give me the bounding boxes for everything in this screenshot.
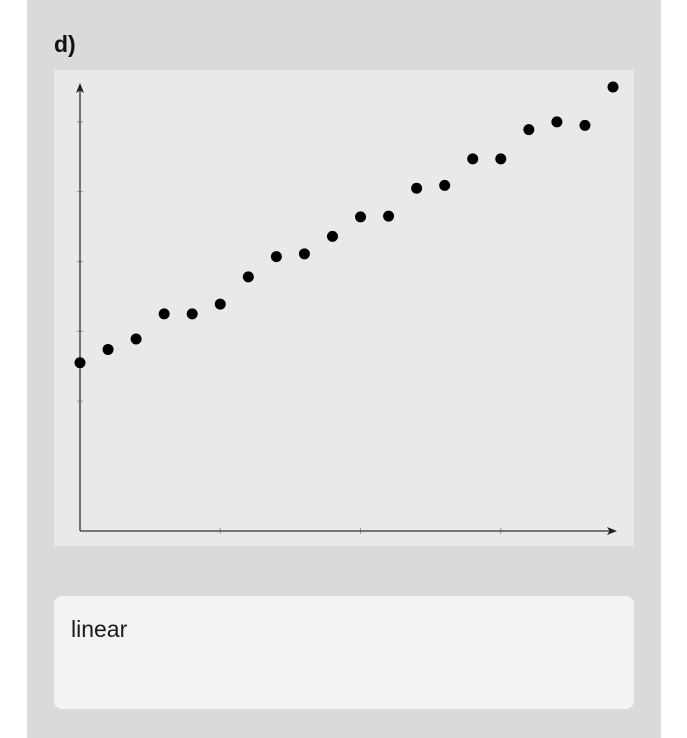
data-point [130,333,142,345]
data-point [74,357,86,369]
data-point [102,343,114,355]
data-point [186,308,198,320]
data-point [467,153,479,165]
data-point [326,230,338,242]
data-point [158,308,170,320]
data-point [495,153,507,165]
data-point [383,210,395,222]
data-point [214,298,226,310]
chart-svg [74,81,619,535]
data-point [270,251,282,263]
data-point [439,179,451,191]
data-point [579,119,591,131]
data-point [298,248,310,260]
data-point [607,81,619,93]
answer-text: linear [71,616,128,642]
data-point [551,116,563,128]
scatter-chart [54,70,634,546]
answer-box[interactable]: linear [54,596,634,709]
problem-label: d) [54,31,76,57]
data-point [242,271,254,283]
data-point [523,124,535,136]
data-point [411,182,423,194]
data-point [355,211,367,223]
